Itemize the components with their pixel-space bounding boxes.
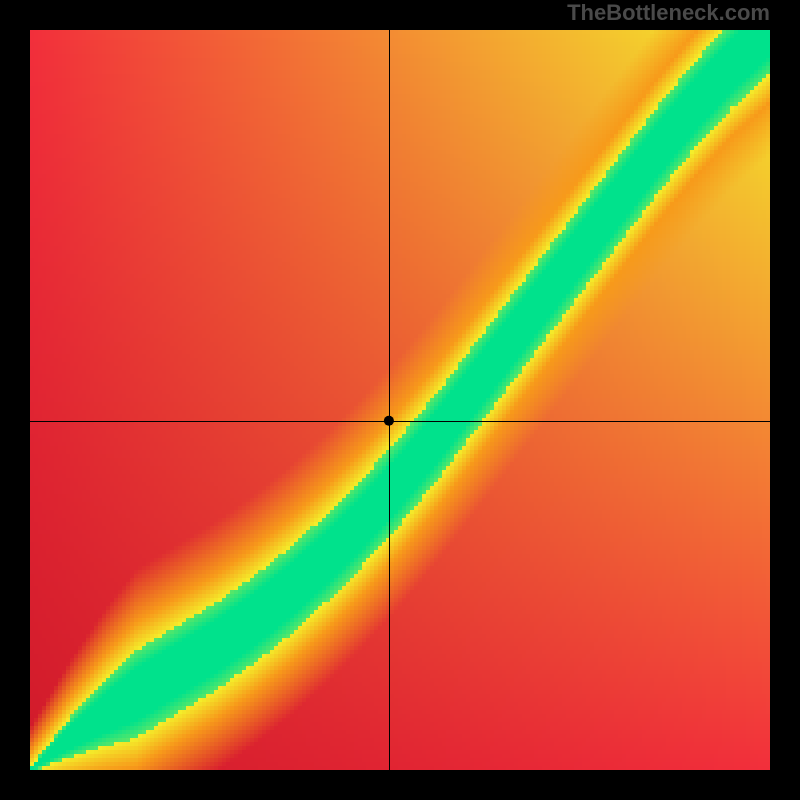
crosshair-overlay [0, 0, 800, 800]
